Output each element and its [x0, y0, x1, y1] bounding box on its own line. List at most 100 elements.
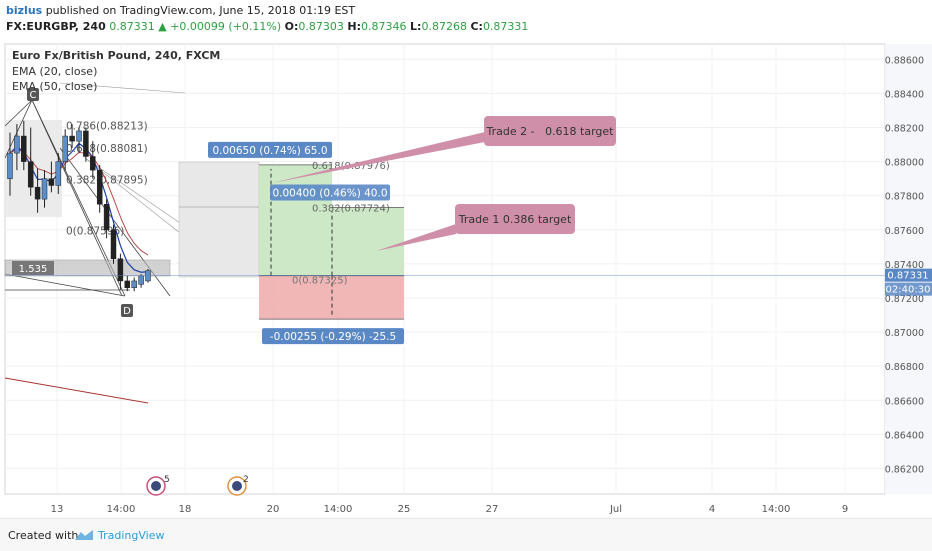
ohlc-line: FX:EURGBP, 240 0.87331 ▲ +0.00099 (+0.11… [6, 20, 528, 33]
callout-trade-1-box [455, 204, 575, 234]
countdown-tag-text: 02:40:30 [886, 285, 931, 296]
candle-body [138, 275, 144, 285]
up-arrow-icon: ▲ [158, 20, 167, 33]
publish-line: bizlus published on TradingView.com, Jun… [6, 4, 355, 17]
y-tick-label: 0.87400 [885, 260, 924, 271]
low-value: 0.87268 [421, 20, 467, 33]
candle-body [131, 280, 137, 289]
callout-trade-2[interactable]: Trade 2 - 0.618 target [272, 116, 616, 183]
candle-body [41, 178, 48, 200]
open-label: O: [284, 20, 299, 33]
symbol-label: FX:EURGBP, 240 [6, 20, 106, 33]
y-tick-label: 0.86200 [885, 464, 924, 475]
callout-trade-2-box [484, 116, 616, 146]
x-tick-labels: 13 14:00 18 20 14:00 25 27 Jul 4 14:00 9 [51, 504, 849, 515]
legend-ema-50[interactable]: EMA (50, close) [12, 80, 97, 93]
candle-body [90, 156, 96, 171]
high-label: H: [347, 20, 362, 33]
x-tick-label: 13 [51, 504, 64, 515]
target-1-zone [332, 207, 404, 276]
flag-icon [151, 481, 161, 491]
y-tick-label: 0.87200 [885, 294, 924, 305]
candle-body [7, 152, 13, 179]
x-tick-label: Jul [609, 504, 622, 515]
candle-body [34, 186, 41, 200]
event-badge-2[interactable]: 2 [227, 475, 249, 496]
last-price: 0.87331 [109, 20, 155, 33]
candle-body [96, 169, 103, 205]
x-tick-label: 14:00 [324, 504, 353, 515]
callout-trade-2-text: Trade 2 - 0.618 target [486, 125, 615, 138]
open-value: 0.87303 [298, 20, 344, 33]
y-tick-label: 0.88200 [885, 124, 924, 135]
x-tick-label: 20 [267, 504, 280, 515]
publish-info: published on TradingView.com, June 15, 2… [45, 4, 356, 17]
candle-body [21, 135, 27, 162]
chart-header: bizlus published on TradingView.com, Jun… [0, 0, 932, 38]
candle-body [83, 130, 89, 157]
x-tick-label: 9 [842, 504, 848, 515]
y-tick-label: 0.87800 [885, 192, 924, 203]
y-tick-label: 0.87600 [885, 226, 924, 237]
callout-trade-2-pointer [272, 132, 485, 183]
target-2-zone [259, 164, 332, 276]
y-tick-label: 0.86800 [885, 362, 924, 373]
y-tick-label: 0.88000 [885, 158, 924, 169]
fib-label: 0.382(0.87895) [66, 175, 148, 187]
close-value: 0.87331 [482, 20, 529, 33]
countdown-tag [885, 282, 932, 296]
y-tick-label: 0.86400 [885, 430, 924, 441]
event-badge-2-count: 2 [243, 475, 249, 485]
footer: Created with TradingView [0, 518, 932, 551]
ratio-label-bg [12, 261, 54, 275]
high-value: 0.87346 [361, 20, 407, 33]
ratio-label: 1.535 [19, 264, 48, 275]
entry-fib-label: 0(0.87325) [292, 276, 348, 287]
author-name[interactable]: bizlus [6, 4, 43, 17]
x-tick-label: 27 [486, 504, 499, 515]
candle-body [62, 135, 68, 162]
candle-body [117, 258, 124, 282]
last-price-tag-text: 0.87331 [887, 271, 928, 282]
y-tick-label: 0.88600 [885, 55, 924, 66]
target-1-label-bg [270, 184, 390, 201]
price-change: +0.00099 (+0.11%) [170, 20, 282, 33]
callout-trade-1-text: Trade 1 0.386 target [458, 213, 572, 226]
tradingview-link[interactable]: TradingView [98, 529, 165, 542]
pattern-label-d: D [123, 306, 131, 317]
event-badge-1[interactable]: 5 [146, 475, 170, 496]
candle-body [69, 135, 75, 142]
callout-trade-1[interactable]: Trade 1 0.386 target [376, 204, 575, 251]
flag-icon [232, 481, 242, 491]
fib-label: 0.786(0.88213) [66, 120, 148, 132]
candle-body [103, 203, 110, 231]
candle-body [110, 229, 117, 260]
y-tick-labels: 0.88600 0.88400 0.88200 0.88000 0.87800 0.876… [885, 55, 924, 475]
pattern-label-c: C [30, 90, 37, 101]
candle-body [124, 280, 131, 289]
legend-ema-20[interactable]: EMA (20, close) [12, 65, 97, 78]
created-with-text: Created with [8, 529, 79, 542]
y-tick-label: 0.86600 [885, 396, 924, 407]
x-tick-label: 18 [179, 504, 192, 515]
price-chart[interactable]: 0.88600 0.88400 0.88200 0.88000 0.87800 0.876… [0, 38, 932, 518]
target-2-label: 0.00650 (0.74%) 65.0 [212, 145, 327, 157]
candle-body [48, 178, 55, 186]
low-label: L: [410, 20, 422, 33]
fib-label: 0(0.87596) [66, 225, 124, 237]
fib-zone [5, 120, 62, 217]
target-1-fib-label: 0.382(0.87724) [312, 203, 390, 214]
target-1-label: 0.00400 (0.46%) 40.0 [272, 187, 387, 199]
close-label: C: [470, 20, 483, 33]
x-tick-label: 4 [709, 504, 715, 515]
x-tick-label: 14:00 [762, 504, 791, 515]
candles [7, 120, 151, 292]
y-tick-label: 0.87000 [885, 328, 924, 339]
trend-line [4, 377, 149, 404]
candle-body [55, 161, 62, 186]
pattern-point-d [121, 304, 133, 317]
y-tick-label: 0.88400 [885, 89, 924, 100]
event-badge-1-count: 5 [164, 475, 170, 485]
stop-label-bg [262, 328, 404, 345]
candle-body [27, 161, 34, 188]
